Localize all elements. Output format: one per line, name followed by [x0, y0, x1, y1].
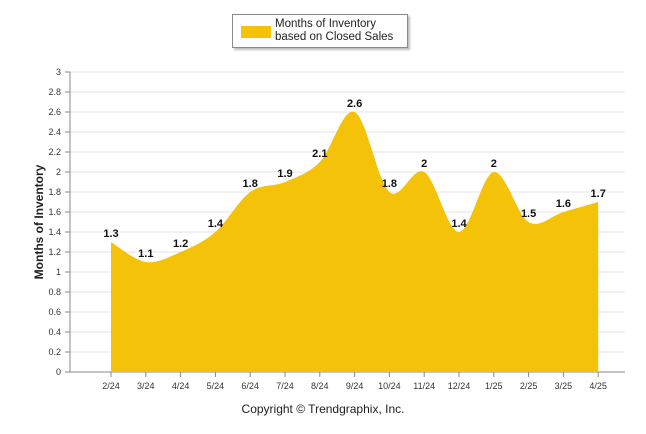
- legend-label: Months of Inventory based on Closed Sale…: [275, 18, 394, 43]
- y-axis: 0 0.2 0.4 0.6 0.8 1 1.2 1.4 1.6 1.8 2 2.2 2.4 2.6 2.8 3: [48, 67, 71, 377]
- data-label: 1.8: [243, 178, 258, 190]
- y-tick-label: 1.4: [48, 227, 61, 237]
- y-tick-label: 2.8: [48, 87, 61, 97]
- x-tick-label: 5/24: [207, 381, 225, 391]
- y-tick-label: 0.6: [48, 307, 61, 317]
- x-tick-label: 10/24: [378, 381, 401, 391]
- y-tick-label: 1.8: [48, 187, 61, 197]
- x-tick-label: 9/24: [346, 381, 364, 391]
- y-tick-label: 0.2: [48, 347, 61, 357]
- x-tick-label: 3/25: [555, 381, 573, 391]
- data-label: 1.1: [138, 248, 153, 260]
- data-label: 2: [491, 158, 497, 170]
- copyright-footer: Copyright © Trendgraphix, Inc.: [241, 402, 405, 416]
- y-tick-label: 2.6: [48, 107, 61, 117]
- data-label: 2.6: [347, 98, 362, 110]
- x-tick-label: 8/24: [311, 381, 329, 391]
- y-tick-label: 3: [56, 67, 61, 77]
- legend: Months of Inventory based on Closed Sale…: [232, 14, 408, 48]
- data-label: 1.2: [173, 238, 188, 250]
- data-label: 2: [421, 158, 427, 170]
- y-tick-label: 0.4: [48, 327, 61, 337]
- y-tick-label: 2: [56, 167, 61, 177]
- x-tick-label: 11/24: [413, 381, 435, 391]
- x-tick-label: 2/24: [102, 381, 120, 391]
- data-label: 1.6: [556, 198, 571, 210]
- y-tick-label: 1.2: [48, 247, 61, 257]
- x-tick-label: 12/24: [448, 381, 471, 391]
- y-tick-label: 0.8: [48, 287, 61, 297]
- y-tick-label: 2.4: [48, 127, 61, 137]
- data-label: 2.1: [312, 148, 327, 160]
- y-tick-label: 1.6: [48, 207, 61, 217]
- data-label: 1.4: [451, 218, 467, 230]
- data-label: 1.8: [382, 178, 397, 190]
- data-label: 1.5: [521, 208, 536, 220]
- y-tick-label: 1: [56, 267, 61, 277]
- x-tick-label: 6/24: [241, 381, 259, 391]
- data-label: 1.3: [103, 228, 118, 240]
- area-series: [111, 111, 599, 372]
- x-tick-label: 7/24: [276, 381, 294, 391]
- data-label: 1.7: [591, 188, 606, 200]
- legend-swatch: [241, 26, 271, 38]
- x-axis: 2/24 3/24 4/24 5/24 6/24 7/24 8/24 9/24 10/24 11/…: [70, 371, 625, 391]
- x-tick-label: 2/25: [520, 381, 538, 391]
- y-axis-title: Months of Inventory: [32, 164, 46, 279]
- y-tick-label: 0: [56, 367, 61, 377]
- y-tick-label: 2.2: [48, 147, 61, 157]
- x-tick-label: 3/24: [137, 381, 155, 391]
- x-tick-label: 4/24: [172, 381, 190, 391]
- data-label: 1.4: [208, 218, 224, 230]
- data-labels: 1.3 1.1 1.2 1.4 1.8 1.9 2.1 2.6 1.8 2 1.4 2 1.5 1.6 1.…: [103, 98, 605, 260]
- x-tick-label: 1/25: [485, 381, 503, 391]
- data-label: 1.9: [277, 168, 292, 180]
- x-tick-label: 4/25: [589, 381, 607, 391]
